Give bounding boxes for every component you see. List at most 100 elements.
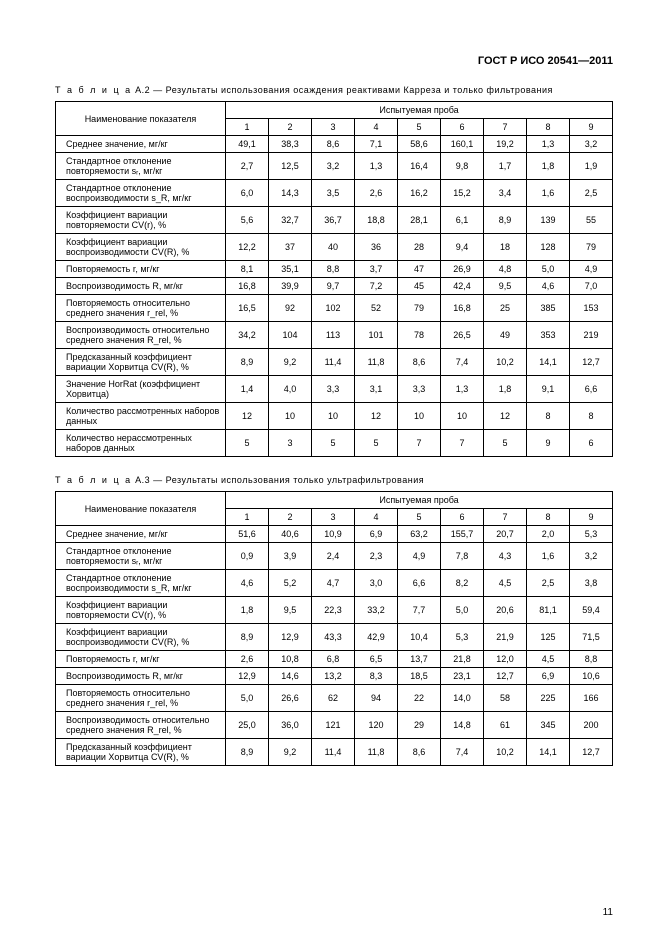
table-a2-title-lead: Т а б л и ц а <box>55 85 132 95</box>
row-label: Повторяемость r, мг/кг <box>56 651 226 668</box>
cell: 4,5 <box>527 651 570 668</box>
cell: 4,6 <box>226 570 269 597</box>
cell: 8,3 <box>355 668 398 685</box>
cell: 5 <box>355 430 398 457</box>
cell: 1,4 <box>226 376 269 403</box>
table-row: Коэффициент вариации повторяемости CV(r)… <box>56 207 613 234</box>
cell: 47 <box>398 261 441 278</box>
cell: 6 <box>570 430 613 457</box>
cell: 5,3 <box>570 526 613 543</box>
cell: 1,8 <box>484 376 527 403</box>
col-header: 4 <box>355 509 398 526</box>
col-header: 1 <box>226 119 269 136</box>
col-header: 2 <box>269 509 312 526</box>
cell: 12,2 <box>226 234 269 261</box>
cell: 55 <box>570 207 613 234</box>
cell: 10 <box>269 403 312 430</box>
cell: 6,1 <box>441 207 484 234</box>
cell: 125 <box>527 624 570 651</box>
cell: 16,5 <box>226 295 269 322</box>
cell: 5,3 <box>441 624 484 651</box>
cell: 8,8 <box>570 651 613 668</box>
table-row: Предсказанный коэффициент вариации Хорви… <box>56 739 613 766</box>
cell: 7,4 <box>441 349 484 376</box>
cell: 7 <box>441 430 484 457</box>
row-label: Воспроизводимость относительно среднего … <box>56 712 226 739</box>
table-a3-group-header: Испытуемая проба <box>226 492 613 509</box>
table-row: Повторяемость r, мг/кг2,610,86,86,513,72… <box>56 651 613 668</box>
cell: 4,9 <box>570 261 613 278</box>
cell: 9,4 <box>441 234 484 261</box>
row-label: Предсказанный коэффициент вариации Хорви… <box>56 739 226 766</box>
cell: 12 <box>484 403 527 430</box>
table-row: Значение HorRat (коэффициент Хорвитца)1,… <box>56 376 613 403</box>
cell: 10,4 <box>398 624 441 651</box>
cell: 10 <box>441 403 484 430</box>
cell: 12 <box>226 403 269 430</box>
cell: 58,6 <box>398 136 441 153</box>
cell: 2,6 <box>355 180 398 207</box>
table-row: Воспроизводимость относительно среднего … <box>56 322 613 349</box>
cell: 6,0 <box>226 180 269 207</box>
cell: 32,7 <box>269 207 312 234</box>
cell: 4,8 <box>484 261 527 278</box>
page-number: 11 <box>603 907 613 918</box>
cell: 78 <box>398 322 441 349</box>
table-row: Стандартное отклонение повторяемости sᵣ,… <box>56 543 613 570</box>
cell: 8 <box>527 403 570 430</box>
cell: 94 <box>355 685 398 712</box>
cell: 61 <box>484 712 527 739</box>
cell: 121 <box>312 712 355 739</box>
cell: 5,0 <box>441 597 484 624</box>
cell: 1,8 <box>226 597 269 624</box>
table-a2-group-header: Испытуемая проба <box>226 102 613 119</box>
cell: 2,5 <box>570 180 613 207</box>
row-label: Коэффициент вариации воспроизводимости C… <box>56 624 226 651</box>
table-a3-title-lead: Т а б л и ц а <box>55 475 132 485</box>
cell: 8,6 <box>312 136 355 153</box>
col-header: 8 <box>527 509 570 526</box>
cell: 59,4 <box>570 597 613 624</box>
cell: 6,5 <box>355 651 398 668</box>
cell: 3,2 <box>312 153 355 180</box>
row-label: Воспроизводимость относительно среднего … <box>56 322 226 349</box>
cell: 3 <box>269 430 312 457</box>
cell: 18 <box>484 234 527 261</box>
table-a3-title: Т а б л и ц а А.3 — Результаты использов… <box>55 475 613 485</box>
table-row: Воспроизводимость R, мг/кг16,839,99,77,2… <box>56 278 613 295</box>
cell: 104 <box>269 322 312 349</box>
cell: 42,9 <box>355 624 398 651</box>
cell: 4,3 <box>484 543 527 570</box>
cell: 128 <box>527 234 570 261</box>
cell: 160,1 <box>441 136 484 153</box>
cell: 38,3 <box>269 136 312 153</box>
col-header: 3 <box>312 119 355 136</box>
cell: 1,8 <box>527 153 570 180</box>
cell: 26,9 <box>441 261 484 278</box>
cell: 8,9 <box>226 349 269 376</box>
table-row: Повторяемость относительно среднего знач… <box>56 685 613 712</box>
cell: 8 <box>570 403 613 430</box>
cell: 8,9 <box>484 207 527 234</box>
cell: 14,3 <box>269 180 312 207</box>
cell: 10,9 <box>312 526 355 543</box>
cell: 225 <box>527 685 570 712</box>
table-row: Повторяемость относительно среднего знач… <box>56 295 613 322</box>
table-row: Стандартное отклонение воспроизводимости… <box>56 180 613 207</box>
table-a3-param-header: Наименование показателя <box>56 492 226 526</box>
cell: 120 <box>355 712 398 739</box>
table-row: Количество нерассмотренных наборов данны… <box>56 430 613 457</box>
cell: 7,1 <box>355 136 398 153</box>
cell: 39,9 <box>269 278 312 295</box>
cell: 7,0 <box>570 278 613 295</box>
cell: 10,6 <box>570 668 613 685</box>
cell: 5,0 <box>226 685 269 712</box>
cell: 63,2 <box>398 526 441 543</box>
cell: 12 <box>355 403 398 430</box>
cell: 1,9 <box>570 153 613 180</box>
cell: 345 <box>527 712 570 739</box>
cell: 3,2 <box>570 136 613 153</box>
cell: 11,4 <box>312 739 355 766</box>
cell: 102 <box>312 295 355 322</box>
cell: 13,7 <box>398 651 441 668</box>
